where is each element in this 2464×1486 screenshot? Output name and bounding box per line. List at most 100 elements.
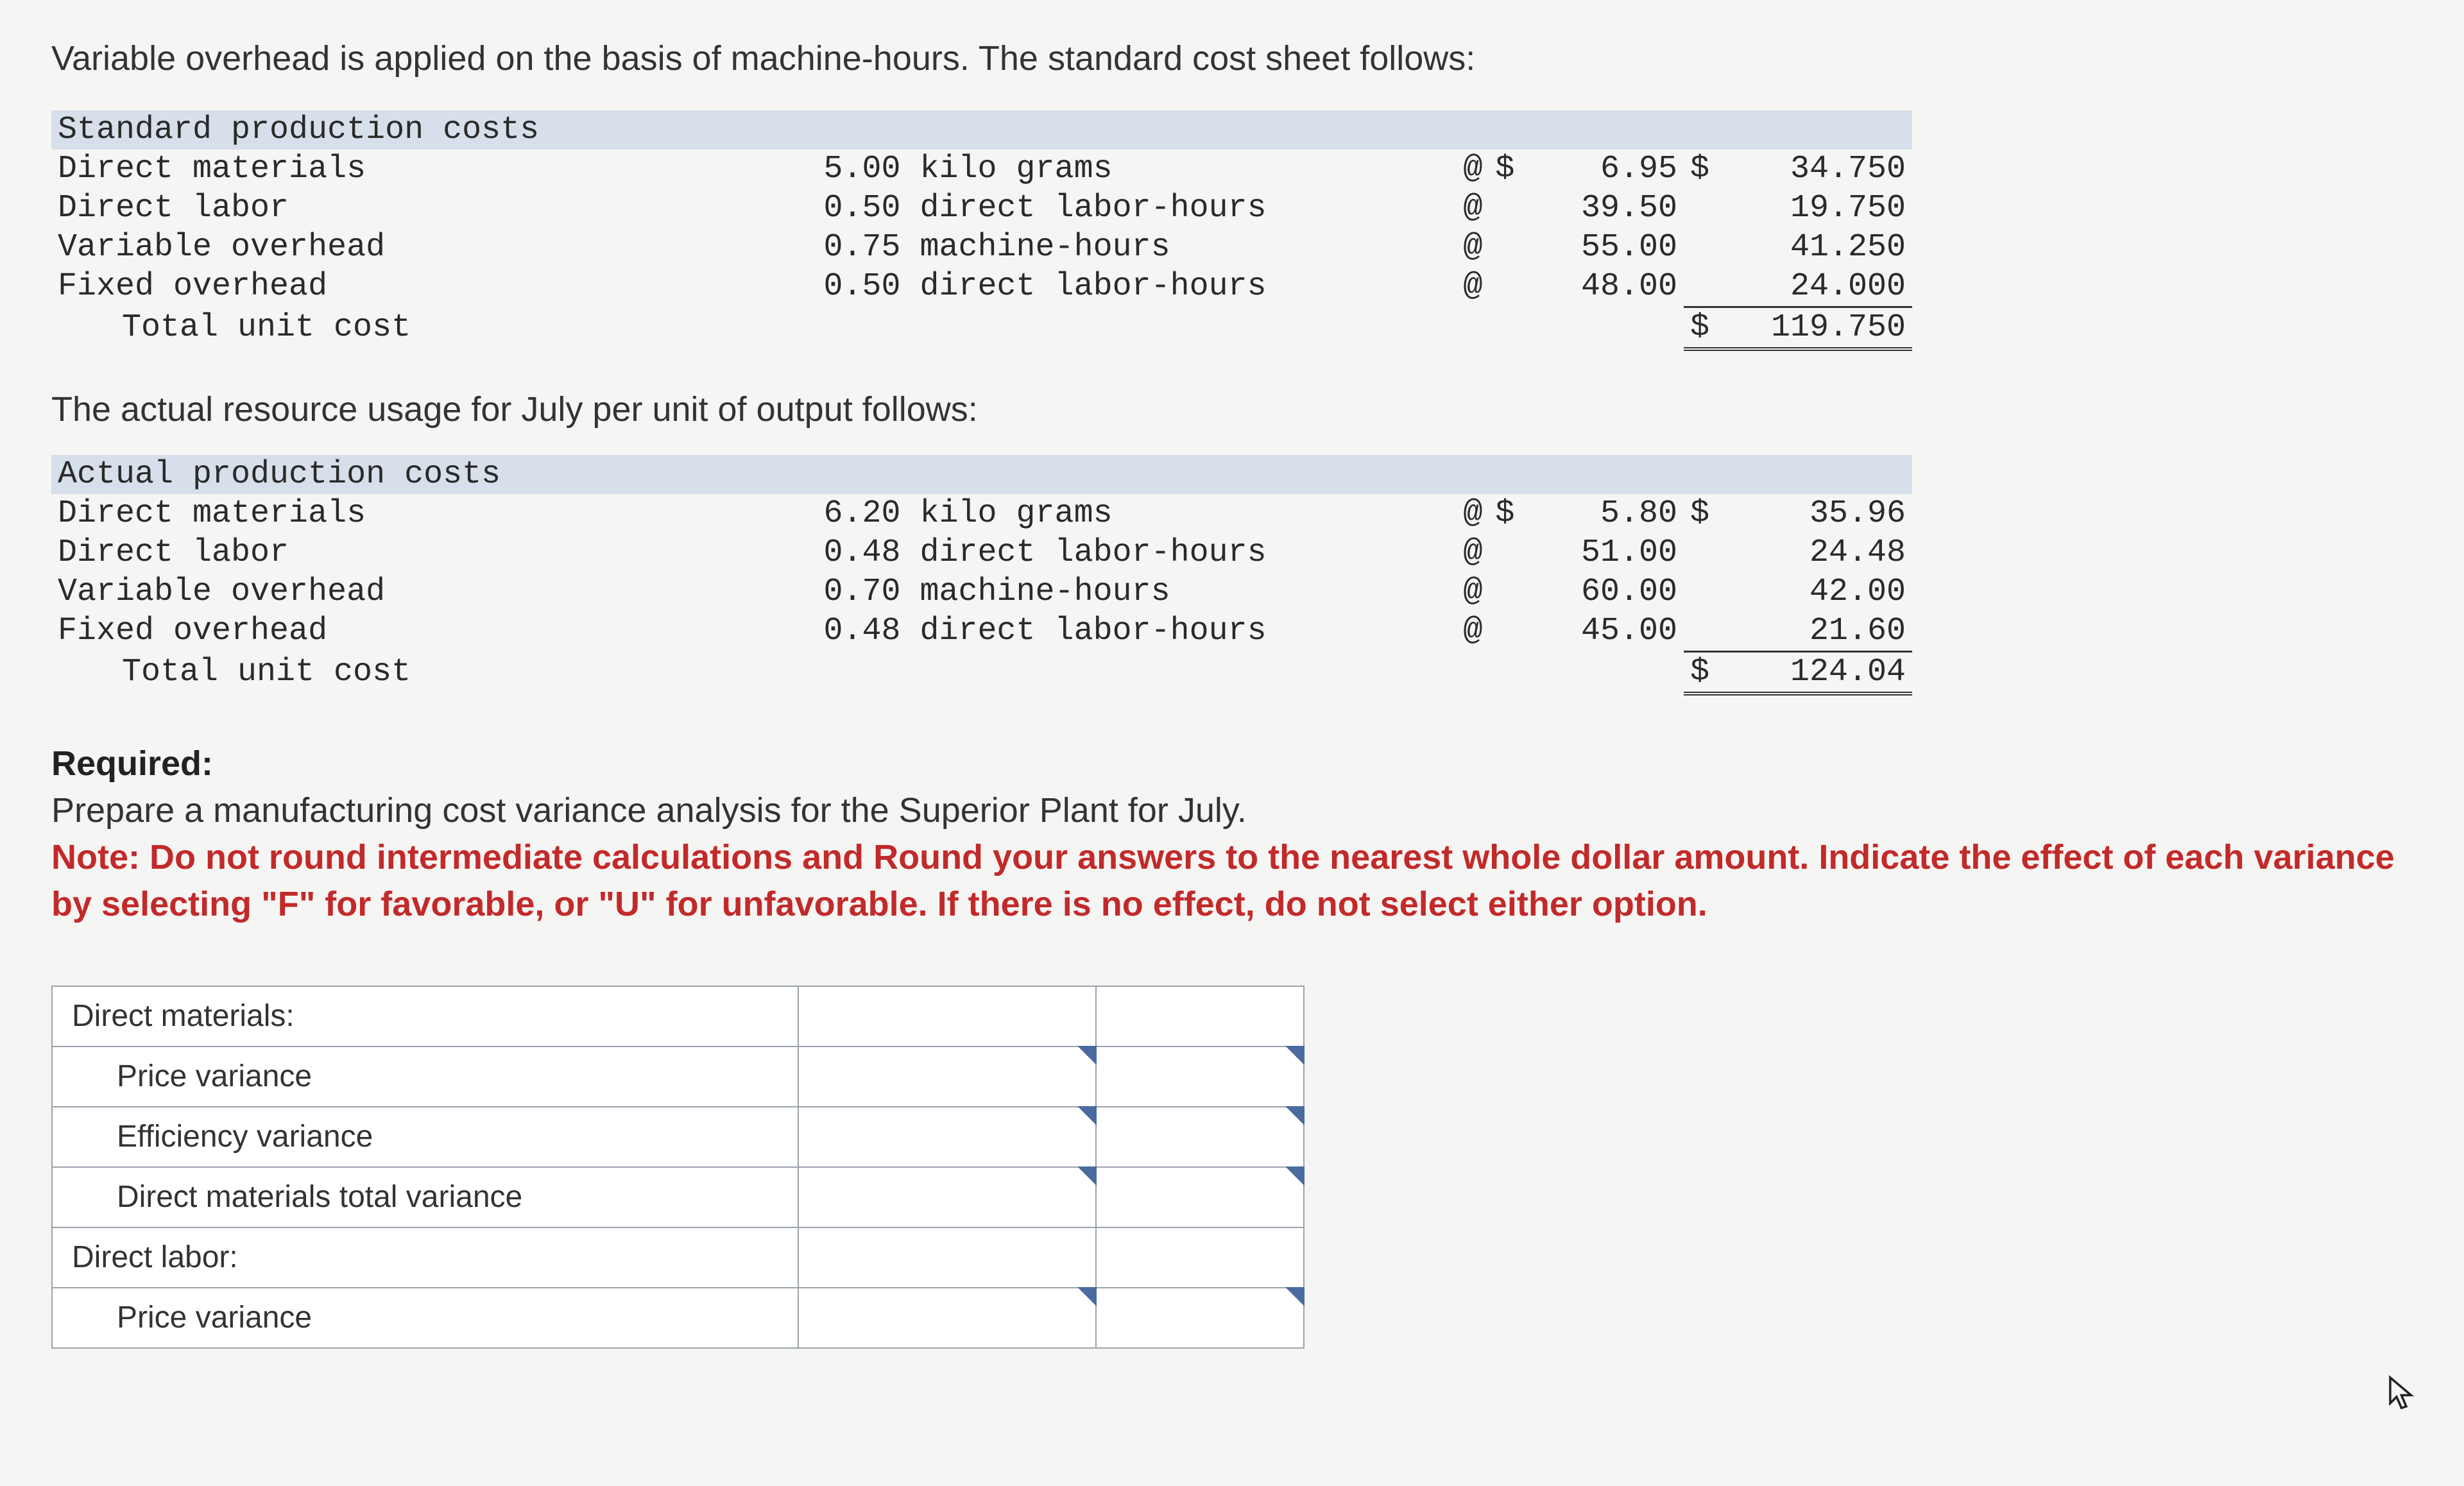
answer-table: Direct materials: Price variance Efficie… xyxy=(51,986,1305,1349)
amount-value: 42.00 xyxy=(1738,572,1912,611)
amount-value: 24.000 xyxy=(1738,267,1912,307)
answer-label: Price variance xyxy=(52,1046,798,1107)
amount-currency xyxy=(1684,572,1738,611)
amount-currency xyxy=(1684,228,1738,267)
total-currency: $ xyxy=(1684,652,1738,694)
answer-amount-dropdown[interactable] xyxy=(798,1107,1096,1167)
at-symbol: @ xyxy=(1435,533,1489,572)
answer-fu-dropdown[interactable] xyxy=(1096,1046,1304,1107)
answer-fu-dropdown[interactable] xyxy=(1096,1107,1304,1167)
answer-amount-dropdown[interactable] xyxy=(798,1288,1096,1348)
answer-amount-dropdown[interactable] xyxy=(798,1046,1096,1107)
amount-value: 34.750 xyxy=(1738,149,1912,189)
row-qty: 0.70 machine-hours xyxy=(817,572,1435,611)
row-label: Variable overhead xyxy=(51,572,817,611)
row-qty: 0.50 direct labor-hours xyxy=(817,189,1435,228)
table-total-row: Total unit cost $ 119.750 xyxy=(51,307,1912,350)
at-symbol: @ xyxy=(1435,572,1489,611)
total-value: 119.750 xyxy=(1738,307,1912,350)
required-note: Note: Do not round intermediate calculat… xyxy=(51,834,2413,928)
at-symbol: @ xyxy=(1435,149,1489,189)
standard-cost-table: Standard production costs Direct materia… xyxy=(51,110,1912,351)
answer-fu-cell[interactable] xyxy=(1096,986,1304,1046)
answer-label: Efficiency variance xyxy=(52,1107,798,1167)
at-currency xyxy=(1489,533,1543,572)
at-symbol: @ xyxy=(1435,228,1489,267)
required-label: Required: xyxy=(51,740,2413,787)
row-label: Fixed overhead xyxy=(51,267,817,307)
dropdown-caret-icon xyxy=(1077,1046,1097,1065)
table-row: Direct labor 0.48 direct labor-hours @ 5… xyxy=(51,533,1912,572)
answer-row: Price variance xyxy=(52,1288,1304,1348)
row-qty: 6.20 kilo grams xyxy=(817,494,1435,533)
mid-text: The actual resource usage for July per u… xyxy=(51,389,2413,429)
answer-fu-dropdown[interactable] xyxy=(1096,1288,1304,1348)
at-value: 48.00 xyxy=(1543,267,1684,307)
answer-amount-cell[interactable] xyxy=(798,986,1096,1046)
answer-label: Direct materials: xyxy=(52,986,798,1046)
row-label: Direct materials xyxy=(51,494,817,533)
row-qty: 0.48 direct labor-hours xyxy=(817,533,1435,572)
answer-label: Direct labor: xyxy=(52,1227,798,1288)
answer-row: Price variance xyxy=(52,1046,1304,1107)
at-value: 55.00 xyxy=(1543,228,1684,267)
row-label: Variable overhead xyxy=(51,228,817,267)
table-total-row: Total unit cost $ 124.04 xyxy=(51,652,1912,694)
table-row: Fixed overhead 0.48 direct labor-hours @… xyxy=(51,611,1912,652)
answer-row: Efficiency variance xyxy=(52,1107,1304,1167)
at-currency xyxy=(1489,189,1543,228)
row-label: Fixed overhead xyxy=(51,611,817,652)
row-qty: 0.50 direct labor-hours xyxy=(817,267,1435,307)
row-qty: 0.75 machine-hours xyxy=(817,228,1435,267)
at-value: 39.50 xyxy=(1543,189,1684,228)
total-label: Total unit cost xyxy=(51,307,817,350)
answer-fu-cell[interactable] xyxy=(1096,1227,1304,1288)
cursor-icon xyxy=(2387,1374,2419,1422)
dropdown-caret-icon xyxy=(1077,1166,1097,1186)
amount-value: 35.96 xyxy=(1738,494,1912,533)
answer-row: Direct materials total variance xyxy=(52,1167,1304,1227)
amount-currency xyxy=(1684,533,1738,572)
answer-amount-cell[interactable] xyxy=(798,1227,1096,1288)
at-currency xyxy=(1489,572,1543,611)
at-symbol: @ xyxy=(1435,267,1489,307)
row-qty: 5.00 kilo grams xyxy=(817,149,1435,189)
answer-fu-dropdown[interactable] xyxy=(1096,1167,1304,1227)
table-row: Direct materials 6.20 kilo grams @ $ 5.8… xyxy=(51,494,1912,533)
amount-currency xyxy=(1684,611,1738,652)
answer-row: Direct materials: xyxy=(52,986,1304,1046)
actual-cost-table: Actual production costs Direct materials… xyxy=(51,455,1912,696)
dropdown-caret-icon xyxy=(1077,1106,1097,1125)
table-header: Standard production costs xyxy=(51,110,817,149)
amount-currency: $ xyxy=(1684,494,1738,533)
row-label: Direct labor xyxy=(51,533,817,572)
row-label: Direct labor xyxy=(51,189,817,228)
dropdown-caret-icon xyxy=(1285,1287,1305,1306)
amount-value: 24.48 xyxy=(1738,533,1912,572)
answer-row: Direct labor: xyxy=(52,1227,1304,1288)
at-currency: $ xyxy=(1489,149,1543,189)
row-label: Direct materials xyxy=(51,149,817,189)
amount-currency xyxy=(1684,267,1738,307)
required-body: Prepare a manufacturing cost variance an… xyxy=(51,787,2413,834)
at-currency xyxy=(1489,267,1543,307)
amount-value: 41.250 xyxy=(1738,228,1912,267)
amount-currency xyxy=(1684,189,1738,228)
table-row: Fixed overhead 0.50 direct labor-hours @… xyxy=(51,267,1912,307)
at-currency xyxy=(1489,611,1543,652)
required-block: Required: Prepare a manufacturing cost v… xyxy=(51,740,2413,928)
table-row: Variable overhead 0.70 machine-hours @ 6… xyxy=(51,572,1912,611)
total-currency: $ xyxy=(1684,307,1738,350)
table-row: Variable overhead 0.75 machine-hours @ 5… xyxy=(51,228,1912,267)
at-value: 6.95 xyxy=(1543,149,1684,189)
at-symbol: @ xyxy=(1435,189,1489,228)
dropdown-caret-icon xyxy=(1077,1287,1097,1306)
answer-label: Price variance xyxy=(52,1288,798,1348)
at-currency xyxy=(1489,228,1543,267)
intro-text: Variable overhead is applied on the basi… xyxy=(51,38,2413,78)
answer-amount-dropdown[interactable] xyxy=(798,1167,1096,1227)
amount-currency: $ xyxy=(1684,149,1738,189)
table-header: Actual production costs xyxy=(51,455,817,494)
total-value: 124.04 xyxy=(1738,652,1912,694)
dropdown-caret-icon xyxy=(1285,1166,1305,1186)
